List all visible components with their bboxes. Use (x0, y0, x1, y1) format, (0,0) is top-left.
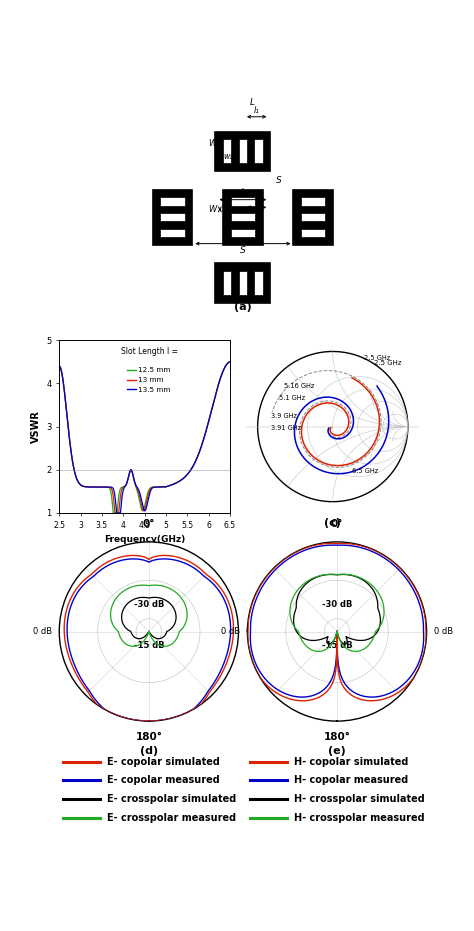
Text: -15 dB: -15 dB (134, 641, 164, 651)
Text: 0 dB: 0 dB (246, 627, 265, 636)
Bar (231, 213, 255, 222)
Text: 0 dB: 0 dB (434, 627, 453, 636)
Text: 2.5 GHz: 2.5 GHz (374, 360, 401, 366)
Text: L: L (250, 98, 255, 107)
Text: -30 dB: -30 dB (134, 600, 164, 609)
Bar (301, 229, 325, 237)
Text: S: S (240, 247, 246, 255)
Text: -15 dB: -15 dB (322, 641, 352, 651)
Text: 180°: 180° (324, 732, 350, 742)
Bar (223, 140, 231, 163)
Text: 180°: 180° (136, 732, 162, 742)
Text: W: W (208, 139, 217, 148)
Text: 0 dB: 0 dB (221, 627, 240, 636)
Text: H- copolar measured: H- copolar measured (294, 775, 409, 785)
Bar (239, 271, 247, 295)
Bar (223, 271, 231, 295)
Text: E- copolar simulated: E- copolar simulated (107, 757, 220, 767)
Bar (301, 213, 325, 222)
Text: (b): (b) (136, 561, 154, 572)
Bar (223, 190, 263, 245)
Bar (216, 263, 270, 303)
Y-axis label: VSWR: VSWR (31, 411, 41, 443)
Text: 2.5 GHz: 2.5 GHz (365, 356, 391, 361)
Text: 0 dB: 0 dB (33, 627, 52, 636)
Bar (293, 190, 333, 245)
Legend: 12.5 mm, 13 mm, 13.5 mm: 12.5 mm, 13 mm, 13.5 mm (124, 365, 173, 396)
Bar (301, 197, 325, 206)
X-axis label: Frequency(GHz): Frequency(GHz) (104, 535, 185, 544)
Text: H- crosspolar simulated: H- crosspolar simulated (294, 794, 425, 803)
Bar (255, 271, 263, 295)
Text: -30 dB: -30 dB (322, 600, 352, 609)
Bar (255, 140, 263, 163)
Text: H- crosspolar measured: H- crosspolar measured (294, 813, 425, 823)
Text: 5.1 GHz: 5.1 GHz (279, 396, 305, 401)
Text: 3.91 GHz: 3.91 GHz (271, 425, 301, 430)
Text: 3.9 GHz: 3.9 GHz (271, 412, 297, 419)
Text: (e): (e) (328, 746, 346, 756)
Text: (d): (d) (140, 746, 158, 756)
Text: E- copolar measured: E- copolar measured (107, 775, 220, 785)
Bar (231, 229, 255, 237)
Bar (161, 229, 185, 237)
Text: Slot Length l =: Slot Length l = (121, 347, 178, 357)
Text: (c): (c) (324, 519, 341, 528)
Text: E- crosspolar measured: E- crosspolar measured (107, 813, 236, 823)
Text: 6.5 GHz: 6.5 GHz (352, 468, 378, 474)
Text: 0°: 0° (143, 519, 155, 530)
Bar (216, 131, 270, 171)
Text: 5.16 GHz: 5.16 GHz (284, 383, 314, 388)
Text: (a): (a) (234, 302, 252, 312)
Bar (161, 197, 185, 206)
Text: W: W (208, 205, 217, 214)
Text: l₁: l₁ (254, 106, 260, 115)
Text: H- copolar simulated: H- copolar simulated (294, 757, 409, 767)
Bar (161, 213, 185, 222)
Text: 0°: 0° (331, 519, 343, 530)
Bar (153, 190, 192, 245)
Text: L: L (240, 188, 246, 197)
Bar (239, 140, 247, 163)
Text: w₁: w₁ (223, 152, 232, 160)
Text: l: l (255, 196, 258, 206)
Text: w: w (224, 218, 231, 226)
Text: S: S (276, 176, 282, 185)
Text: E- crosspolar simulated: E- crosspolar simulated (107, 794, 236, 803)
Bar (231, 197, 255, 206)
